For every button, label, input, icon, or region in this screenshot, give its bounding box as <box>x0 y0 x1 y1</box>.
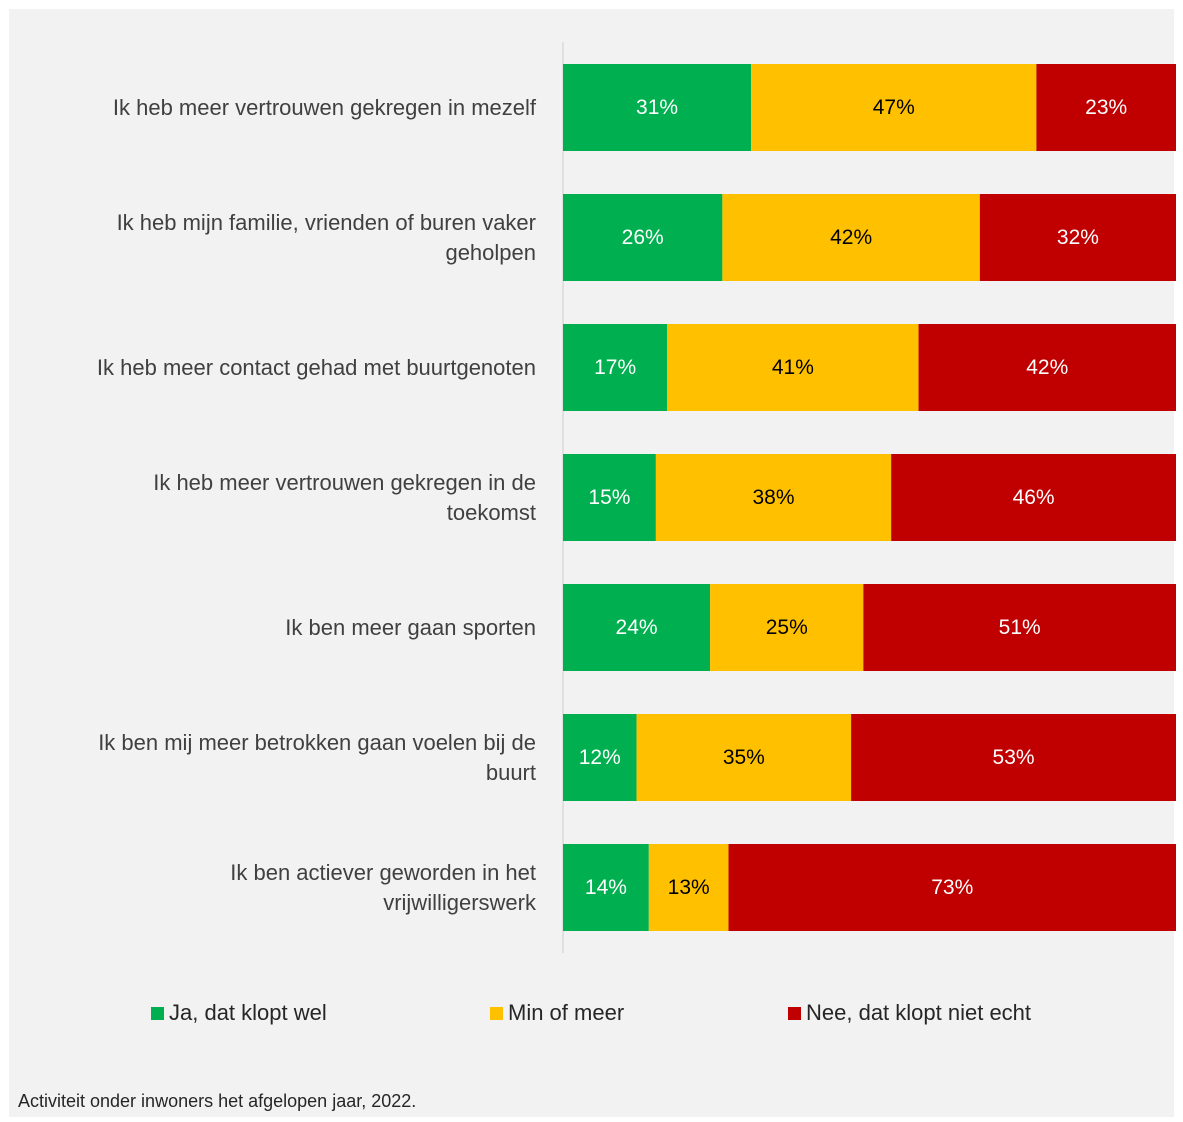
bar-ja-dat-klopt-wel-4 <box>563 454 656 541</box>
bar-ja-dat-klopt-wel-2 <box>563 194 723 281</box>
legend-label-nee: Nee, dat klopt niet echt <box>806 1000 1032 1025</box>
data-label-nee-dat-klopt-niet-echt-6: 53% <box>993 746 1035 769</box>
data-label-min-of-meer-1: 47% <box>873 96 915 119</box>
legend-swatch-ja <box>151 1006 164 1020</box>
category-label-6: Ik ben mij meer betrokken gaan voelen bi… <box>98 730 536 785</box>
data-label-nee-dat-klopt-niet-echt-4: 46% <box>1013 486 1055 509</box>
legend-item-min-of-meer: Min of meer <box>490 1000 624 1026</box>
data-label-nee-dat-klopt-niet-echt-3: 42% <box>1026 356 1068 379</box>
stacked-bar-chart: 31% 47% 23% 26% 42% 32% 17% 41% 42% 15% 38% 46% 24% 2… <box>97 42 1176 953</box>
bar-ja-dat-klopt-wel-6 <box>563 714 637 801</box>
bar-nee-dat-klopt-niet-echt-5 <box>863 584 1176 671</box>
data-label-nee-dat-klopt-niet-echt-1: 23% <box>1085 96 1127 119</box>
bars-group: 31% 47% 23% 26% 42% 32% 17% 41% 42% 15% 38% 46% 24% 2… <box>563 64 1176 931</box>
data-label-min-of-meer-4: 38% <box>753 486 795 509</box>
category-label-line-6-2: buurt <box>486 760 536 785</box>
data-label-nee-dat-klopt-niet-echt-5: 51% <box>999 616 1041 639</box>
bar-ja-dat-klopt-wel-7 <box>563 844 649 931</box>
category-label-line-4-2: toekomst <box>447 500 536 525</box>
bar-ja-dat-klopt-wel-3 <box>563 324 668 411</box>
category-label-line-2-2: geholpen <box>445 240 536 265</box>
category-label-3: Ik heb meer contact gehad met buurtgenot… <box>97 355 536 380</box>
bar-nee-dat-klopt-niet-echt-7 <box>728 844 1176 931</box>
category-label-line-6-1: Ik ben mij meer betrokken gaan voelen bi… <box>98 730 536 755</box>
category-label-4: Ik heb meer vertrouwen gekregen in de toe… <box>153 470 536 525</box>
data-label-ja-dat-klopt-wel-2: 26% <box>622 226 664 249</box>
data-label-ja-dat-klopt-wel-5: 24% <box>616 616 658 639</box>
data-label-ja-dat-klopt-wel-3: 17% <box>594 356 636 379</box>
category-label-7: Ik ben actiever geworden in het vrijwilli… <box>230 860 537 915</box>
bar-nee-dat-klopt-niet-echt-3 <box>918 324 1176 411</box>
data-label-min-of-meer-3: 41% <box>772 356 814 379</box>
bar-nee-dat-klopt-niet-echt-6 <box>851 714 1176 801</box>
legend-swatch-nee <box>788 1006 801 1020</box>
category-label-5: Ik ben meer gaan sporten <box>285 615 536 640</box>
category-label-1: Ik heb meer vertrouwen gekregen in mezel… <box>113 95 537 120</box>
chart-panel <box>9 9 1174 1117</box>
category-label-line-4-1: Ik heb meer vertrouwen gekregen in de <box>153 470 536 495</box>
category-labels-group: Ik heb meer vertrouwen gekregen in mezel… <box>97 95 537 915</box>
bar-min-of-meer-2 <box>722 194 980 281</box>
bar-nee-dat-klopt-niet-echt-4 <box>891 454 1176 541</box>
legend-swatch-min-of-meer <box>490 1006 503 1020</box>
data-label-min-of-meer-6: 35% <box>723 746 765 769</box>
data-label-min-of-meer-5: 25% <box>766 616 808 639</box>
data-label-min-of-meer-2: 42% <box>830 226 872 249</box>
bar-min-of-meer-6 <box>636 714 852 801</box>
bar-min-of-meer-4 <box>655 454 892 541</box>
bar-nee-dat-klopt-niet-echt-2 <box>979 194 1176 281</box>
data-label-nee-dat-klopt-niet-echt-2: 32% <box>1057 226 1099 249</box>
data-label-ja-dat-klopt-wel-6: 12% <box>579 746 621 769</box>
category-label-line-1-1: Ik heb meer vertrouwen gekregen in mezel… <box>113 95 537 120</box>
legend-item-nee: Nee, dat klopt niet echt <box>788 1000 1031 1026</box>
data-label-ja-dat-klopt-wel-7: 14% <box>585 876 627 899</box>
bar-ja-dat-klopt-wel-1 <box>563 64 752 151</box>
data-label-ja-dat-klopt-wel-4: 15% <box>588 486 630 509</box>
data-label-min-of-meer-7: 13% <box>668 876 710 899</box>
category-label-line-3-1: Ik heb meer contact gehad met buurtgenot… <box>97 355 536 380</box>
category-label-2: Ik heb mijn familie, vrienden of buren v… <box>117 210 536 265</box>
bar-ja-dat-klopt-wel-5 <box>563 584 711 671</box>
legend-label-ja: Ja, dat klopt wel <box>169 1000 327 1025</box>
data-label-nee-dat-klopt-niet-echt-7: 73% <box>931 876 973 899</box>
category-label-line-7-2: vrijwilligerswerk <box>383 890 537 915</box>
bar-min-of-meer-5 <box>710 584 864 671</box>
chart-footnote: Activiteit onder inwoners het afgelopen … <box>18 1091 417 1111</box>
bar-min-of-meer-3 <box>667 324 919 411</box>
data-label-ja-dat-klopt-wel-1: 31% <box>636 96 678 119</box>
category-label-line-7-1: Ik ben actiever geworden in het <box>230 860 536 885</box>
legend-item-ja: Ja, dat klopt wel <box>151 1000 327 1026</box>
bar-min-of-meer-1 <box>751 64 1037 151</box>
category-label-line-2-1: Ik heb mijn familie, vrienden of buren v… <box>117 210 536 235</box>
bar-nee-dat-klopt-niet-echt-1 <box>1036 64 1176 151</box>
bar-min-of-meer-7 <box>648 844 729 931</box>
category-label-line-5-1: Ik ben meer gaan sporten <box>285 615 536 640</box>
legend-label-min-of-meer: Min of meer <box>508 1000 625 1025</box>
legend: Ja, dat klopt wel Min of meer Nee, dat k… <box>0 1000 1183 1030</box>
